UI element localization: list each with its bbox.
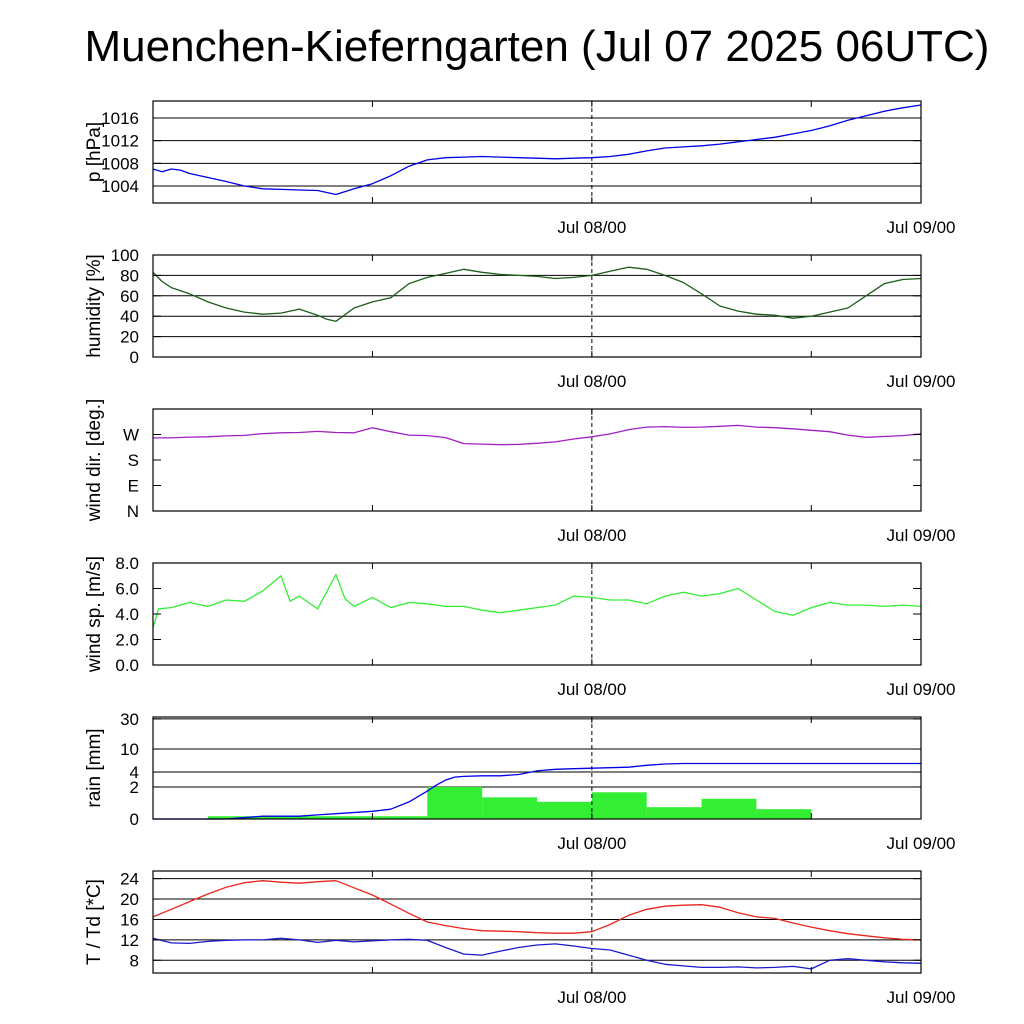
panel-rain: 0 24 10 30 Jul 08/00 Jul 09/00 rain [mm] xyxy=(84,710,956,853)
panel-frame xyxy=(152,100,922,204)
panel-wind_speed: 0.0 2.0 4.0 6.0 8.0 Jul 08/00 Jul 09/00 wind sp… xyxy=(84,554,956,699)
rain-accumulation-line xyxy=(153,762,921,820)
rain-bar xyxy=(591,792,647,819)
y-tick-label: 4.0 xyxy=(115,605,139,624)
y-tick-label: 0 xyxy=(130,348,139,367)
y-tick-label: 80 xyxy=(120,266,139,285)
y-tick-label: 40 xyxy=(120,307,139,326)
y-axis-label: wind sp. [m/s] xyxy=(84,556,105,673)
y-tick-label: 0 xyxy=(130,810,139,829)
rain-bar xyxy=(646,807,702,819)
rain-bar xyxy=(756,809,812,819)
x-tick-label: Jul 09/00 xyxy=(887,680,956,699)
y-tick-label: 24 xyxy=(120,870,139,889)
y-tick-label: 60 xyxy=(120,287,139,306)
panel-frame xyxy=(152,408,922,512)
x-tick-label: Jul 08/00 xyxy=(557,218,626,237)
rain-bar xyxy=(207,816,318,819)
x-tick-label: Jul 09/00 xyxy=(887,218,956,237)
y-tick-label: 6.0 xyxy=(115,580,139,599)
y-axis-label: T / Td [*C] xyxy=(84,879,105,965)
rain-bar xyxy=(537,801,592,819)
x-tick-label: Jul 09/00 xyxy=(887,834,956,853)
panel-pressure: 1004 1008 1012 1016 Jul 08/00 Jul 09/00 p [hPa… xyxy=(84,100,956,237)
y-axis-label: wind dir. [deg.] xyxy=(84,399,105,523)
x-tick-label: Jul 09/00 xyxy=(887,372,956,391)
panel-frame xyxy=(152,870,922,974)
y-tick-label: E xyxy=(128,477,139,496)
y-tick-label: 30 xyxy=(120,710,139,729)
y-tick-label: 10 xyxy=(120,740,139,759)
rain-bar xyxy=(482,797,537,819)
rain-bar xyxy=(427,786,483,819)
y-tick-label: 2 xyxy=(130,778,139,797)
y-tick-label: 8 xyxy=(130,951,139,970)
y-tick-label: 8.0 xyxy=(115,554,139,573)
y-tick-label: 4 xyxy=(130,763,139,782)
x-tick-label: Jul 09/00 xyxy=(887,988,956,1007)
series-line xyxy=(153,424,922,446)
y-tick-label: 12 xyxy=(120,931,139,950)
series-line xyxy=(152,573,922,629)
y-tick-label: 1016 xyxy=(101,109,139,128)
y-tick-label: 100 xyxy=(111,246,139,265)
x-tick-label: Jul 09/00 xyxy=(887,526,956,545)
chart-title: Muenchen-Kieferngarten (Jul 07 2025 06UT… xyxy=(84,22,990,71)
x-tick-label: Jul 08/00 xyxy=(557,372,626,391)
y-axis-label: rain [mm] xyxy=(84,728,105,807)
x-tick-label: Jul 08/00 xyxy=(557,988,626,1007)
x-tick-label: Jul 08/00 xyxy=(557,834,626,853)
y-tick-label: 16 xyxy=(120,910,139,929)
x-tick-label: Jul 08/00 xyxy=(557,680,626,699)
y-axis-label: humidity [%] xyxy=(84,254,105,357)
x-tick-label: Jul 08/00 xyxy=(557,526,626,545)
y-axis-label: p [hPa] xyxy=(84,122,105,182)
y-tick-label: 2.0 xyxy=(115,631,139,650)
series-line-1 xyxy=(152,937,922,970)
y-tick-label: 1008 xyxy=(101,154,139,173)
y-tick-label: 20 xyxy=(120,328,139,347)
y-tick-label: 1004 xyxy=(101,177,139,196)
panel-frame xyxy=(152,716,922,820)
series-line xyxy=(152,104,922,196)
y-tick-label: 0.0 xyxy=(115,656,139,675)
panel-frame xyxy=(152,562,922,666)
y-tick-label: N xyxy=(127,502,139,521)
series-line xyxy=(152,266,922,322)
panel-frame xyxy=(152,254,922,358)
y-tick-label: 1012 xyxy=(101,132,139,151)
y-tick-label: W xyxy=(123,426,139,445)
y-tick-label: 20 xyxy=(120,890,139,909)
series-line-0 xyxy=(152,880,922,941)
y-tick-label: S xyxy=(128,451,139,470)
rain-bar xyxy=(701,798,757,819)
